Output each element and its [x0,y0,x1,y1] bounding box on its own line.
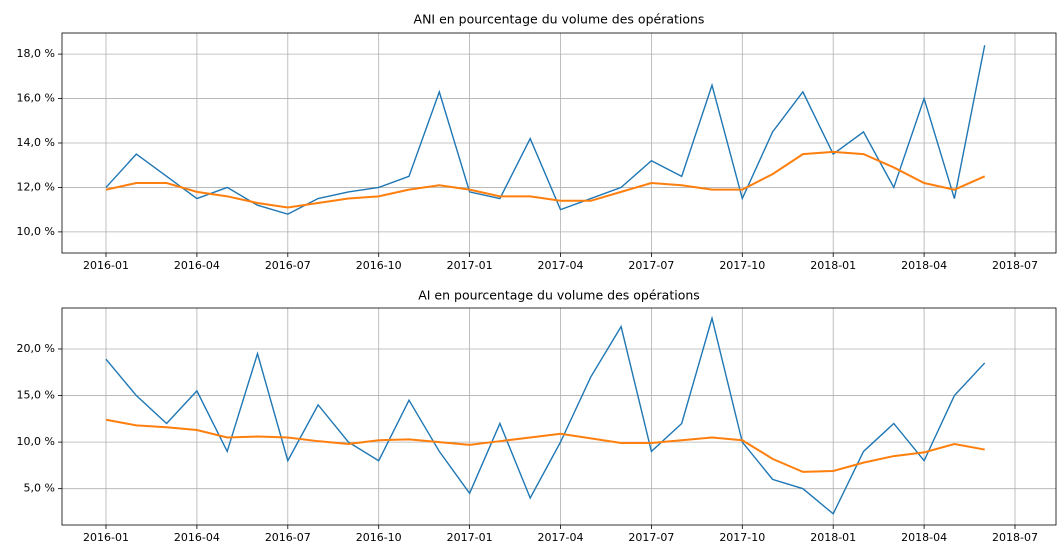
y-tick-label: 15,0 % [17,389,55,402]
y-tick-label: 18,0 % [17,47,55,60]
x-tick-label: 2017-07 [628,259,674,272]
data-line [105,45,986,215]
x-tick-label: 2017-04 [538,531,584,544]
x-tick-label: 2017-01 [447,259,493,272]
y-tick-label: 20,0 % [17,342,55,355]
y-tick-label: 5,0 % [24,482,55,495]
x-tick-label: 2016-07 [265,259,311,272]
data-line [105,315,986,515]
axes-frame [61,307,1057,526]
x-tick-label: 2018-01 [810,531,856,544]
x-tick-label: 2018-04 [901,259,947,272]
x-tick-label: 2017-10 [719,531,765,544]
y-tick-label: 16,0 % [17,92,55,105]
x-tick-label: 2018-04 [901,531,947,544]
x-tick-label: 2017-07 [628,531,674,544]
chart-title: ANI en pourcentage du volume des opérati… [414,12,705,27]
x-tick-label: 2018-07 [992,259,1038,272]
x-tick-label: 2016-04 [174,259,220,272]
axes-frame [61,32,1057,254]
chart-title: AI en pourcentage du volume des opératio… [418,288,700,303]
data-line [105,150,986,209]
x-tick-label: 2016-10 [356,259,402,272]
x-tick-label: 2018-01 [810,259,856,272]
y-tick-label: 12,0 % [17,180,55,193]
x-tick-label: 2016-10 [356,531,402,544]
y-tick-label: 10,0 % [17,225,55,238]
x-tick-label: 2017-10 [719,259,765,272]
x-tick-label: 2017-04 [538,259,584,272]
x-tick-label: 2016-04 [174,531,220,544]
x-tick-label: 2016-01 [83,531,129,544]
x-tick-label: 2016-07 [265,531,311,544]
x-tick-label: 2018-07 [992,531,1038,544]
y-tick-label: 14,0 % [17,136,55,149]
x-tick-label: 2017-01 [447,531,493,544]
data-line [105,418,985,473]
x-tick-label: 2016-01 [83,259,129,272]
y-tick-label: 10,0 % [17,435,55,448]
